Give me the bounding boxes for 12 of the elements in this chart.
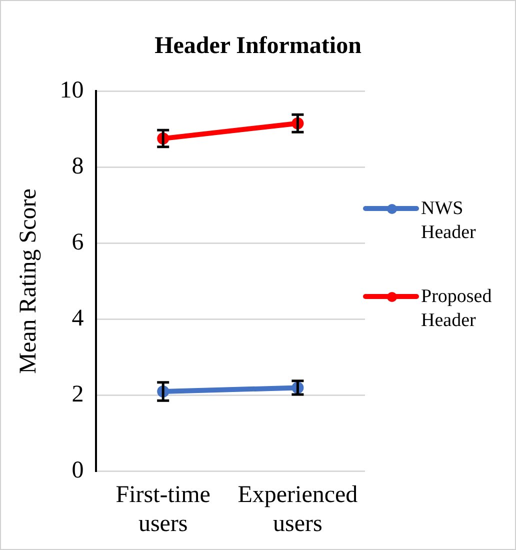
- y-tick-label: 2: [72, 382, 84, 408]
- y-tick-label: 0: [72, 458, 84, 484]
- x-tick-label: Experienced users: [238, 482, 358, 537]
- y-tick-label: 6: [72, 229, 84, 256]
- legend-label: Proposed Header: [421, 285, 493, 333]
- x-tick-label: First-time users: [116, 482, 210, 537]
- y-axis-title: Mean Rating Score: [16, 188, 42, 374]
- chart-title: Header Information: [154, 33, 362, 60]
- y-tick-label: 4: [72, 306, 84, 332]
- y-tick-label: 8: [72, 153, 84, 180]
- y-tick-label: 10: [60, 77, 84, 104]
- legend-label: NWS Header: [421, 197, 477, 245]
